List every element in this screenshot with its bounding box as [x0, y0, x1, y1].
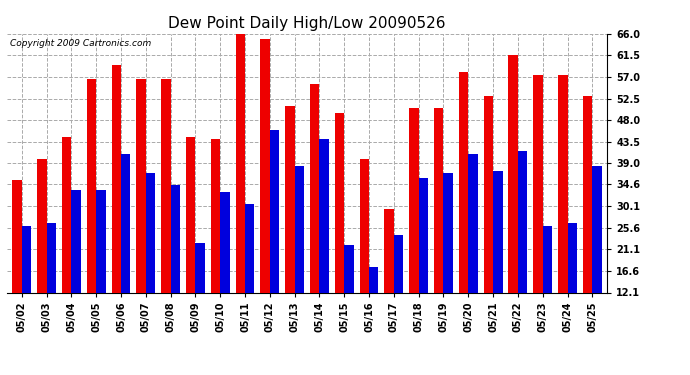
Title: Dew Point Daily High/Low 20090526: Dew Point Daily High/Low 20090526 [168, 16, 446, 31]
Bar [270, 130, 279, 351]
Bar [47, 224, 56, 351]
Bar [170, 185, 180, 351]
Bar [359, 159, 369, 351]
Bar [220, 192, 230, 351]
Bar [195, 243, 205, 351]
Bar [409, 108, 419, 351]
Bar [295, 166, 304, 351]
Bar [533, 75, 543, 351]
Bar [235, 34, 245, 351]
Bar [344, 245, 354, 351]
Bar [310, 84, 319, 351]
Bar [493, 171, 502, 351]
Bar [583, 96, 592, 351]
Bar [484, 96, 493, 351]
Bar [469, 154, 477, 351]
Bar [444, 173, 453, 351]
Bar [285, 106, 295, 351]
Bar [96, 190, 106, 351]
Bar [186, 137, 195, 351]
Bar [459, 72, 469, 351]
Bar [112, 65, 121, 351]
Bar [419, 178, 428, 351]
Bar [121, 154, 130, 351]
Bar [146, 173, 155, 351]
Bar [543, 226, 552, 351]
Bar [567, 224, 577, 351]
Bar [434, 108, 444, 351]
Bar [509, 56, 518, 351]
Bar [22, 226, 31, 351]
Bar [394, 236, 403, 351]
Bar [260, 39, 270, 351]
Bar [37, 159, 47, 351]
Bar [137, 80, 146, 351]
Bar [384, 209, 394, 351]
Bar [335, 113, 344, 351]
Bar [161, 80, 170, 351]
Bar [592, 166, 602, 351]
Bar [71, 190, 81, 351]
Text: Copyright 2009 Cartronics.com: Copyright 2009 Cartronics.com [10, 39, 151, 48]
Bar [518, 152, 527, 351]
Bar [211, 140, 220, 351]
Bar [558, 75, 567, 351]
Bar [62, 137, 71, 351]
Bar [12, 180, 22, 351]
Bar [87, 80, 96, 351]
Bar [319, 140, 329, 351]
Bar [369, 267, 379, 351]
Bar [245, 204, 255, 351]
